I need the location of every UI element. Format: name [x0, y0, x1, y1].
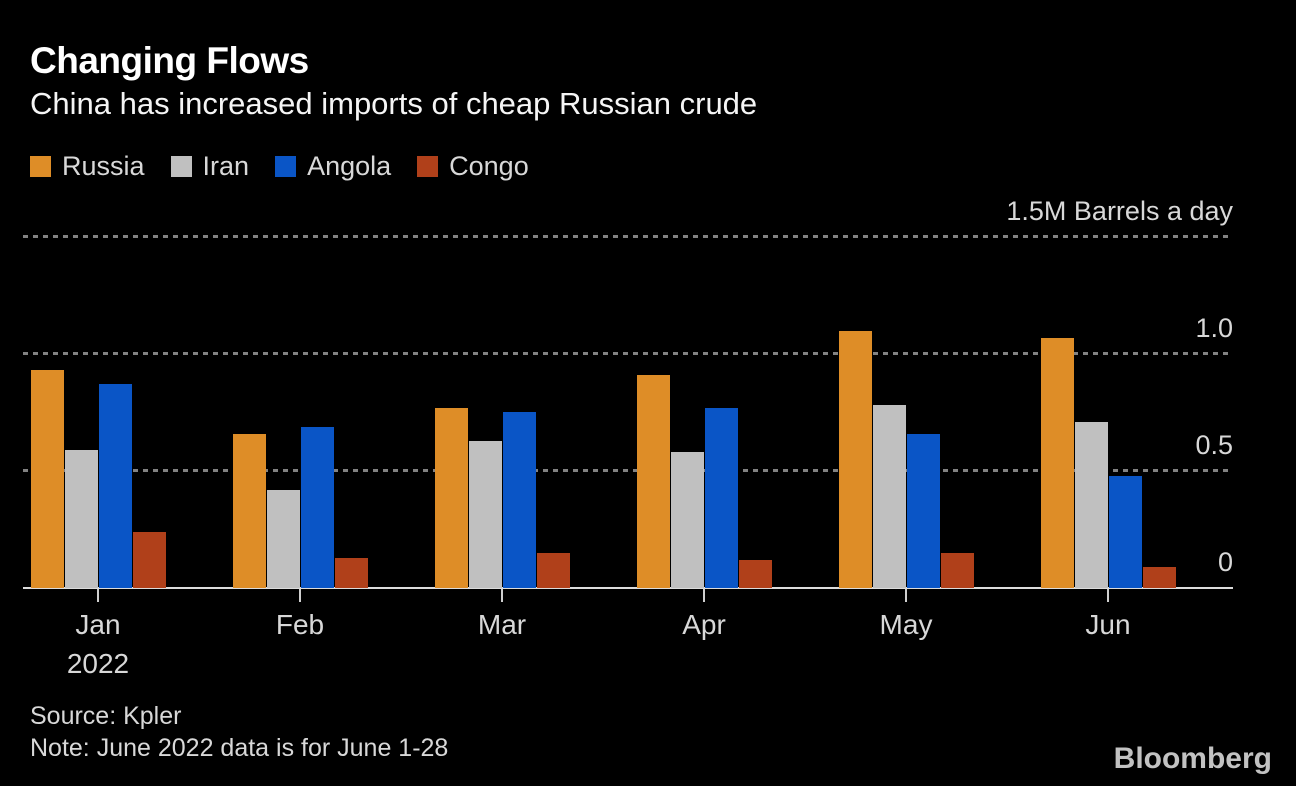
x-tick-apr — [703, 589, 705, 602]
bar-iran-jan — [65, 450, 98, 588]
bar-iran-may — [873, 405, 906, 588]
x-sublabel-year: 2022 — [66, 648, 130, 679]
bar-congo-jun — [1143, 567, 1176, 588]
y-axis-label-0: 0 — [1217, 547, 1233, 577]
bar-iran-apr — [671, 452, 704, 588]
legend-swatch-angola — [275, 156, 297, 177]
x-tick-feb — [299, 589, 301, 602]
x-axis-line — [23, 587, 1233, 589]
bar-russia-may — [839, 331, 872, 588]
x-label-apr: Apr — [682, 609, 726, 640]
x-label-feb: Feb — [275, 609, 325, 640]
bar-russia-feb — [233, 434, 266, 588]
y-axis-label-1-5: 1.5M Barrels a day — [1006, 196, 1233, 226]
gridline-1-5 — [23, 235, 1230, 238]
bar-angola-may — [907, 434, 940, 588]
legend-label-iran: Iran — [202, 151, 250, 181]
x-label-mar: Mar — [477, 609, 527, 640]
bar-russia-apr — [637, 375, 670, 588]
bar-russia-mar — [435, 408, 468, 588]
legend-label-congo: Congo — [449, 151, 529, 181]
legend-swatch-russia — [30, 156, 51, 177]
x-label-may: May — [879, 609, 933, 640]
y-axis-label-0-5: 0.5 — [1195, 430, 1233, 460]
y-axis-label-1: 1.0 — [1195, 313, 1233, 343]
chart-subtitle: China has increased imports of cheap Rus… — [30, 86, 758, 121]
x-tick-jun — [1107, 589, 1109, 602]
legend-label-angola: Angola — [307, 151, 392, 181]
bar-congo-may — [941, 553, 974, 588]
bar-iran-feb — [267, 490, 300, 588]
chart-title: Changing Flows — [30, 40, 309, 81]
bar-iran-jun — [1075, 422, 1108, 588]
bar-congo-mar — [537, 553, 570, 588]
bar-congo-feb — [335, 558, 368, 588]
bar-congo-apr — [739, 560, 772, 588]
bar-angola-jan — [99, 384, 132, 588]
x-label-jan: Jan 2022 — [28, 611, 168, 678]
legend-item-iran: Iran — [170, 151, 250, 181]
x-axis: Jan 2022 Feb Mar Apr May Jun — [23, 589, 1233, 699]
bloomberg-logo: Bloomberg — [1113, 742, 1272, 775]
x-tick-jan — [97, 589, 99, 602]
legend-swatch-congo — [417, 156, 439, 177]
bar-russia-jan — [31, 370, 64, 588]
bar-angola-apr — [705, 408, 738, 588]
note-text: Note: June 2022 data is for June 1-28 — [30, 734, 449, 762]
legend-label-russia: Russia — [62, 151, 145, 181]
x-label-jun: Jun — [1085, 609, 1131, 640]
x-tick-mar — [501, 589, 503, 602]
legend: Russia Iran Angola Congo — [30, 153, 529, 180]
plot-area: 1.5M Barrels a day 1.0 0.5 0 — [23, 195, 1233, 589]
bar-angola-jun — [1109, 476, 1142, 588]
legend-item-russia: Russia — [30, 153, 145, 180]
source-text: Source: Kpler — [30, 702, 182, 730]
x-tick-may — [905, 589, 907, 602]
bar-russia-jun — [1041, 338, 1074, 588]
legend-item-congo: Congo — [417, 153, 529, 180]
gridline-1 — [23, 352, 1230, 355]
bar-angola-mar — [503, 412, 536, 588]
legend-swatch-iran — [170, 156, 192, 177]
legend-item-angola: Angola — [275, 153, 391, 180]
bar-congo-jan — [133, 532, 166, 588]
gridline-0-5 — [23, 469, 1230, 472]
bar-iran-mar — [469, 441, 502, 588]
bar-angola-feb — [301, 427, 334, 588]
